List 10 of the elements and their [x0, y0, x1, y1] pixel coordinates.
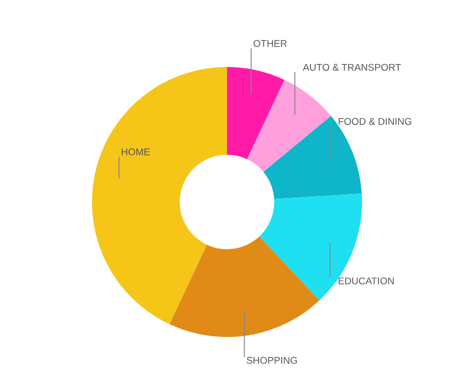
slice-label: EDUCATION — [338, 277, 394, 284]
slice-label: AUTO & TRANSPORT — [302, 64, 401, 71]
donut-slice — [170, 236, 320, 337]
slice-label: HOME — [122, 148, 150, 156]
donut-slice — [92, 67, 227, 324]
slice-label: SHOPPING — [246, 356, 297, 364]
slice-label: OTHER — [254, 40, 287, 47]
slice-label: FOOD & DINING — [338, 118, 412, 125]
donut-slice — [247, 80, 332, 172]
donut-slice — [227, 67, 284, 160]
